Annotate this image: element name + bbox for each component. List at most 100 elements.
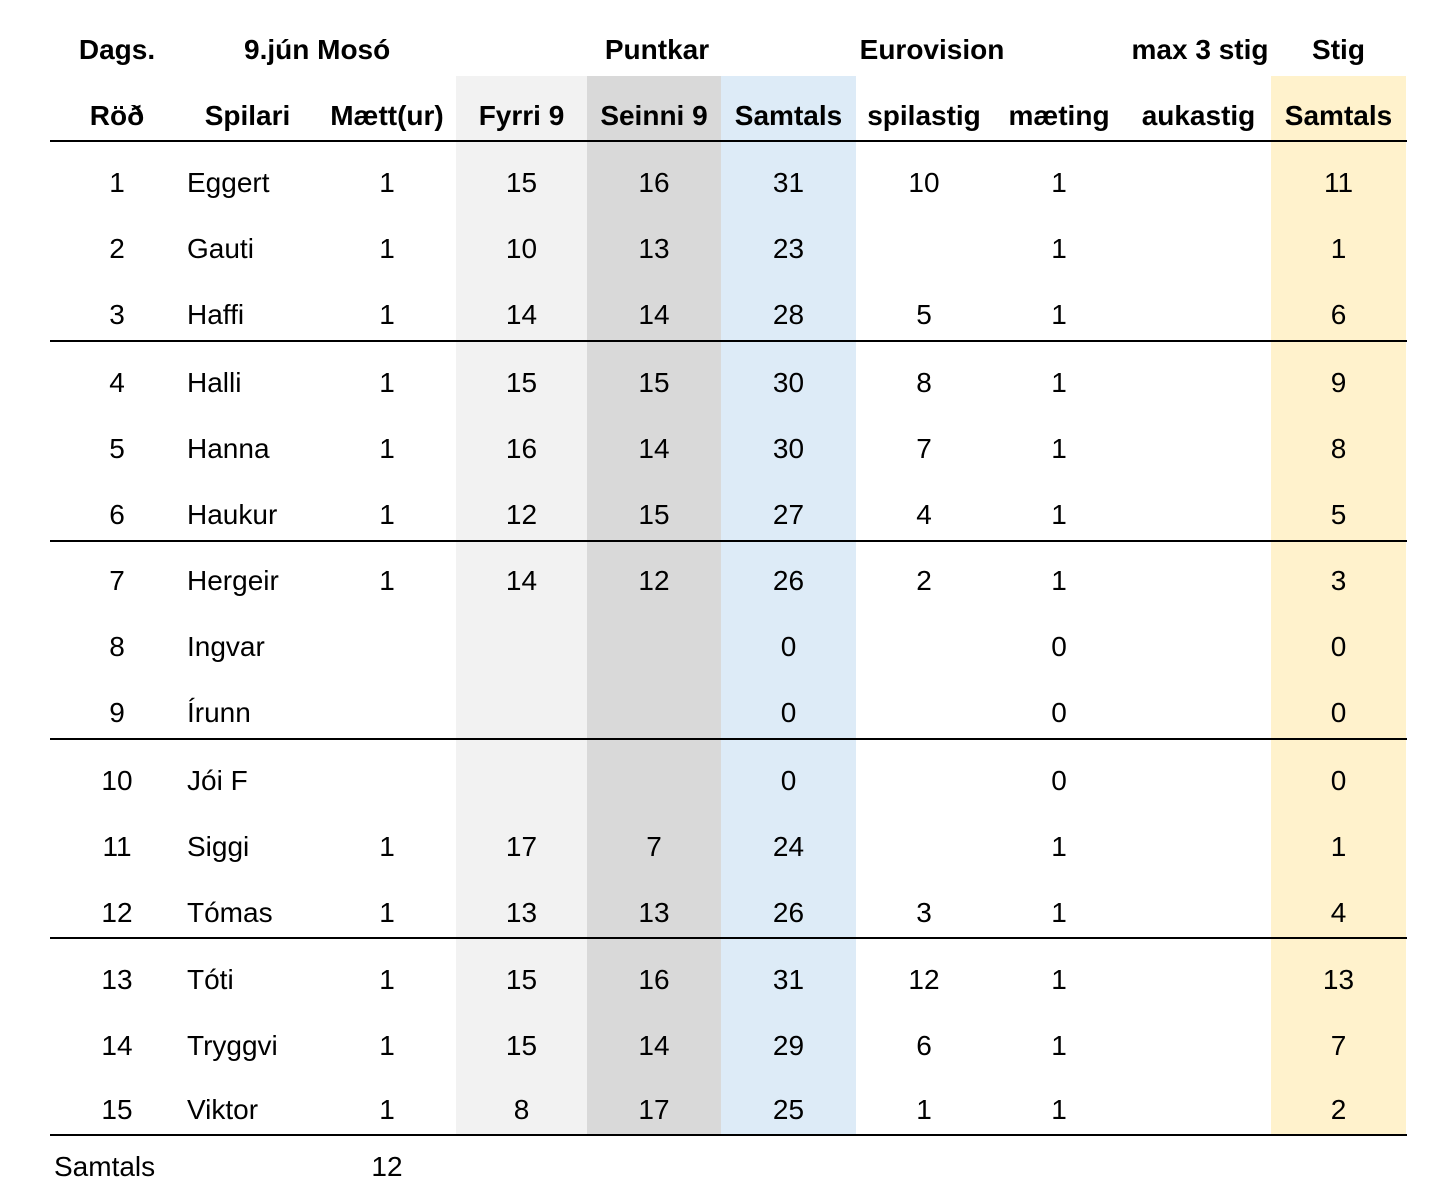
player-column-header: Spilari [204, 100, 291, 131]
cell-attended: 1 [379, 367, 395, 398]
cell-play-points: 6 [916, 1030, 932, 1061]
cell-stig-total: 0 [1330, 765, 1347, 796]
cell-attended: 1 [379, 1094, 395, 1125]
cell-stig-total: 5 [1330, 499, 1347, 530]
back9-column-shading [587, 76, 721, 1135]
cell-back9: 15 [638, 499, 670, 530]
cell-rank: 1 [109, 167, 125, 198]
total-column-shading [721, 76, 856, 1135]
date-label: Dags. [78, 34, 156, 65]
group-divider [50, 738, 1407, 740]
cell-attended: 1 [379, 897, 395, 928]
eurovision-group-header: Eurovision [859, 34, 1005, 65]
cell-rank: 5 [109, 433, 125, 464]
stig-total-column-shading [1271, 76, 1406, 1135]
cell-back9 [587, 693, 721, 733]
cell-attended: 1 [379, 831, 395, 862]
cell-player: Hanna [187, 433, 270, 464]
cell-back9 [587, 761, 721, 801]
cell-front9: 17 [505, 831, 538, 862]
cell-attended: 1 [379, 433, 395, 464]
cell-front9: 8 [513, 1094, 530, 1125]
cell-attendance: 0 [1051, 631, 1067, 662]
front9-column-header: Fyrri 9 [478, 100, 565, 131]
cell-back9: 14 [638, 1030, 670, 1061]
cell-play-points: 2 [916, 565, 932, 596]
cell-front9: 15 [505, 1030, 538, 1061]
cell-bonus [1126, 1026, 1271, 1066]
cell-play-points: 5 [916, 299, 932, 330]
cell-rank: 7 [109, 565, 125, 596]
bonus-column-header: aukastig [1141, 100, 1256, 131]
group-divider [50, 937, 1407, 939]
group-divider [50, 340, 1407, 342]
rank-column-header: Röð [89, 100, 145, 131]
cell-total: 0 [780, 697, 797, 728]
cell-play-points: 1 [916, 1094, 932, 1125]
cell-back9: 14 [638, 299, 670, 330]
cell-stig-total: 8 [1330, 433, 1347, 464]
cell-bonus [1126, 561, 1271, 601]
cell-total: 0 [780, 631, 797, 662]
cell-attended: 1 [379, 964, 395, 995]
cell-bonus [1126, 761, 1271, 801]
cell-stig-total: 11 [1323, 167, 1354, 198]
cell-player: Írunn [187, 697, 251, 728]
cell-back9: 7 [646, 831, 662, 862]
cell-attendance: 1 [1051, 897, 1067, 928]
cell-stig-total: 9 [1330, 367, 1347, 398]
cell-total: 26 [772, 897, 805, 928]
cell-stig-total: 1 [1330, 233, 1347, 264]
cell-stig-total: 13 [1322, 964, 1355, 995]
cell-bonus [1126, 827, 1271, 867]
cell-play-points: 12 [908, 964, 940, 995]
attendance-column-header: mæting [1008, 100, 1110, 131]
cell-attendance: 1 [1051, 167, 1067, 198]
cell-back9 [587, 627, 721, 667]
cell-back9: 14 [638, 433, 670, 464]
cell-attendance: 1 [1051, 565, 1067, 596]
cell-front9 [456, 761, 587, 801]
cell-play-points [856, 827, 992, 867]
cell-stig-total: 1 [1330, 831, 1347, 862]
cell-front9: 14 [505, 565, 538, 596]
cell-stig-total: 7 [1330, 1030, 1347, 1061]
cell-play-points: 4 [916, 499, 932, 530]
cell-play-points: 3 [916, 897, 932, 928]
cell-attended: 1 [379, 299, 395, 330]
cell-bonus [1126, 693, 1271, 733]
cell-total: 31 [772, 167, 805, 198]
cell-stig-total: 6 [1330, 299, 1347, 330]
stig-group-header: Stig [1312, 34, 1365, 65]
cell-player: Ingvar [187, 631, 265, 662]
cell-rank: 2 [109, 233, 125, 264]
cell-player: Hergeir [187, 565, 279, 596]
cell-player: Haffi [187, 299, 245, 330]
cell-bonus [1126, 627, 1271, 667]
cell-back9: 16 [638, 167, 670, 198]
cell-front9 [456, 627, 587, 667]
cell-play-points: 7 [916, 433, 932, 464]
cell-bonus [1126, 1090, 1271, 1130]
cell-back9: 17 [638, 1094, 670, 1125]
cell-back9: 15 [638, 367, 670, 398]
cell-total: 23 [772, 233, 805, 264]
cell-attendance: 1 [1051, 299, 1067, 330]
cell-player: Halli [187, 367, 242, 398]
header-divider [50, 140, 1407, 142]
cell-back9: 13 [638, 897, 670, 928]
cell-bonus [1126, 429, 1271, 469]
cell-player: Tóti [187, 964, 234, 995]
cell-attended [317, 627, 457, 667]
cell-player: Haukur [187, 499, 278, 530]
cell-attended [317, 693, 457, 733]
cell-back9: 12 [638, 565, 670, 596]
cell-bonus [1126, 229, 1271, 269]
cell-player: Siggi [187, 831, 250, 862]
cell-attendance: 1 [1051, 499, 1067, 530]
cell-total: 27 [772, 499, 805, 530]
cell-bonus [1126, 295, 1271, 335]
cell-rank: 11 [102, 831, 132, 862]
cell-attendance: 1 [1051, 433, 1067, 464]
cell-attended: 1 [379, 1030, 395, 1061]
